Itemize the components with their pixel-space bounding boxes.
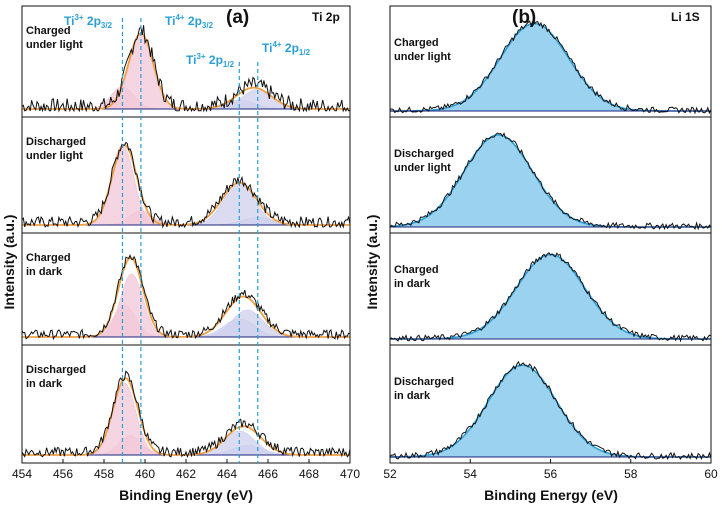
x-tick-label: 52 <box>383 467 397 481</box>
ti2p-subpanel-4: Discharged in dark <box>21 344 351 464</box>
condition-label-line2: under light <box>394 51 451 63</box>
condition-label-line1: Discharged <box>394 376 454 388</box>
condition-label-line2: in dark <box>26 266 63 278</box>
peak-annotation-ti4-12: Ti4+ 2p1/2 <box>262 40 311 57</box>
ti2p-subpanel-2: Discharged under light <box>21 116 351 234</box>
fit-envelope <box>22 377 350 456</box>
raw-spectrum <box>21 254 351 341</box>
ti2p-subpanel-1: Charged under light <box>21 5 351 118</box>
ti2p-subpanel-3: Charged in dark <box>21 232 351 346</box>
ti4-2p32-component <box>22 273 350 338</box>
raw-spectrum <box>389 132 712 231</box>
x-tick-label: 468 <box>299 467 319 481</box>
peak-annotation-ti3-32: Ti3+ 2p3/2 <box>64 13 113 30</box>
fit-envelope <box>22 257 350 338</box>
raw-spectrum <box>21 25 350 113</box>
raw-spectrum <box>21 370 351 459</box>
raw-spectrum <box>389 360 712 461</box>
subpanel-frame <box>21 344 351 464</box>
y-axis-label-a: Intensity (a.u.) <box>1 215 17 310</box>
ti3-2p32-component <box>22 382 350 456</box>
raw-spectrum <box>389 251 712 343</box>
li1s-subpanel-1: Charged under light <box>389 5 712 118</box>
condition-label-line1: Discharged <box>26 136 86 148</box>
peak-annotation-ti4-32: Ti4+ 2p3/2 <box>165 13 214 30</box>
x-tick-label: 466 <box>258 467 278 481</box>
y-axis-label-b: Intensity (a.u.) <box>364 215 380 310</box>
subpanel-frame <box>21 232 351 346</box>
x-tick-label: 470 <box>340 467 360 481</box>
condition-label-line2: under light <box>26 39 83 51</box>
x-axis-label-a: Binding Energy (eV) <box>119 487 253 503</box>
li1s-peak-fill <box>390 365 711 457</box>
raw-spectrum <box>389 19 712 115</box>
condition-label-line1: Charged <box>394 264 439 276</box>
condition-label-line2: in dark <box>26 378 63 390</box>
li1s-peak-fill <box>390 135 711 227</box>
condition-label-line2: in dark <box>394 390 431 402</box>
condition-label-line1: Charged <box>26 25 71 37</box>
x-tick-label: 458 <box>94 467 114 481</box>
x-tick-label: 60 <box>704 467 718 481</box>
element-label-ti2p: Ti 2p <box>312 10 340 24</box>
panel-label-a: (a) <box>226 7 249 28</box>
li1s-subpanel-3: Charged in dark <box>389 232 712 346</box>
subpanel-frame <box>21 116 351 234</box>
condition-label-line1: Discharged <box>394 148 454 160</box>
peak-annotation-ti3-12: Ti3+ 2p1/2 <box>186 52 235 69</box>
li1s-peak-fill <box>390 23 711 112</box>
x-tick-label: 454 <box>12 467 32 481</box>
element-label-li1s: Li 1S <box>671 10 700 24</box>
condition-label-line2: under light <box>26 150 83 162</box>
li1s-subpanel-2: Discharged under light <box>389 116 712 234</box>
condition-label-line2: in dark <box>394 278 431 290</box>
x-tick-label: 464 <box>217 467 237 481</box>
x-tick-label: 456 <box>53 467 73 481</box>
x-tick-label: 54 <box>464 467 478 481</box>
condition-label-line1: Charged <box>394 37 439 49</box>
li1s-subpanel-4: Discharged in dark <box>389 344 712 464</box>
x-axis-label-b: Binding Energy (eV) <box>484 487 618 503</box>
condition-label-line2: under light <box>394 162 451 174</box>
x-tick-label: 56 <box>544 467 558 481</box>
raw-spectrum <box>21 141 351 229</box>
condition-label-line1: Discharged <box>26 364 86 376</box>
panel-label-b: (b) <box>512 7 536 28</box>
li1s-peak-fill <box>390 254 711 339</box>
condition-label-line1: Charged <box>26 252 71 264</box>
x-tick-label: 460 <box>135 467 155 481</box>
x-tick-label: 58 <box>624 467 638 481</box>
x-tick-label: 462 <box>176 467 196 481</box>
